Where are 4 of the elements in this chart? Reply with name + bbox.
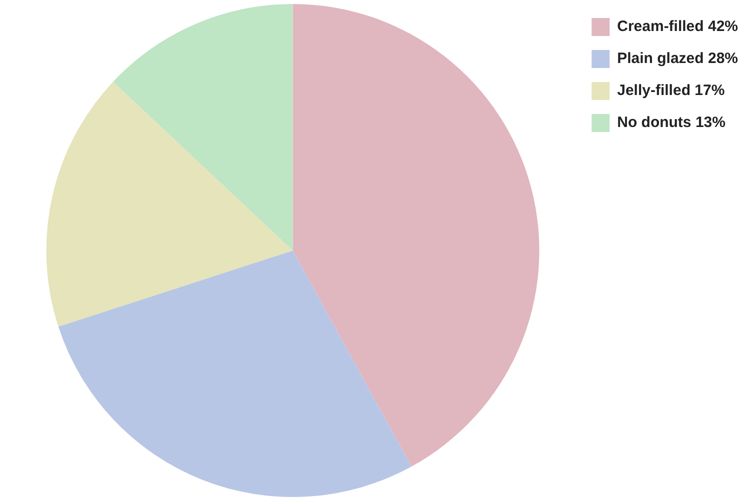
legend-label: Plain glazed 28% bbox=[617, 50, 738, 68]
legend-label: No donuts 13% bbox=[617, 114, 726, 132]
legend-label: Jelly-filled 17% bbox=[617, 82, 725, 100]
legend-label: Cream-filled 42% bbox=[617, 18, 738, 36]
